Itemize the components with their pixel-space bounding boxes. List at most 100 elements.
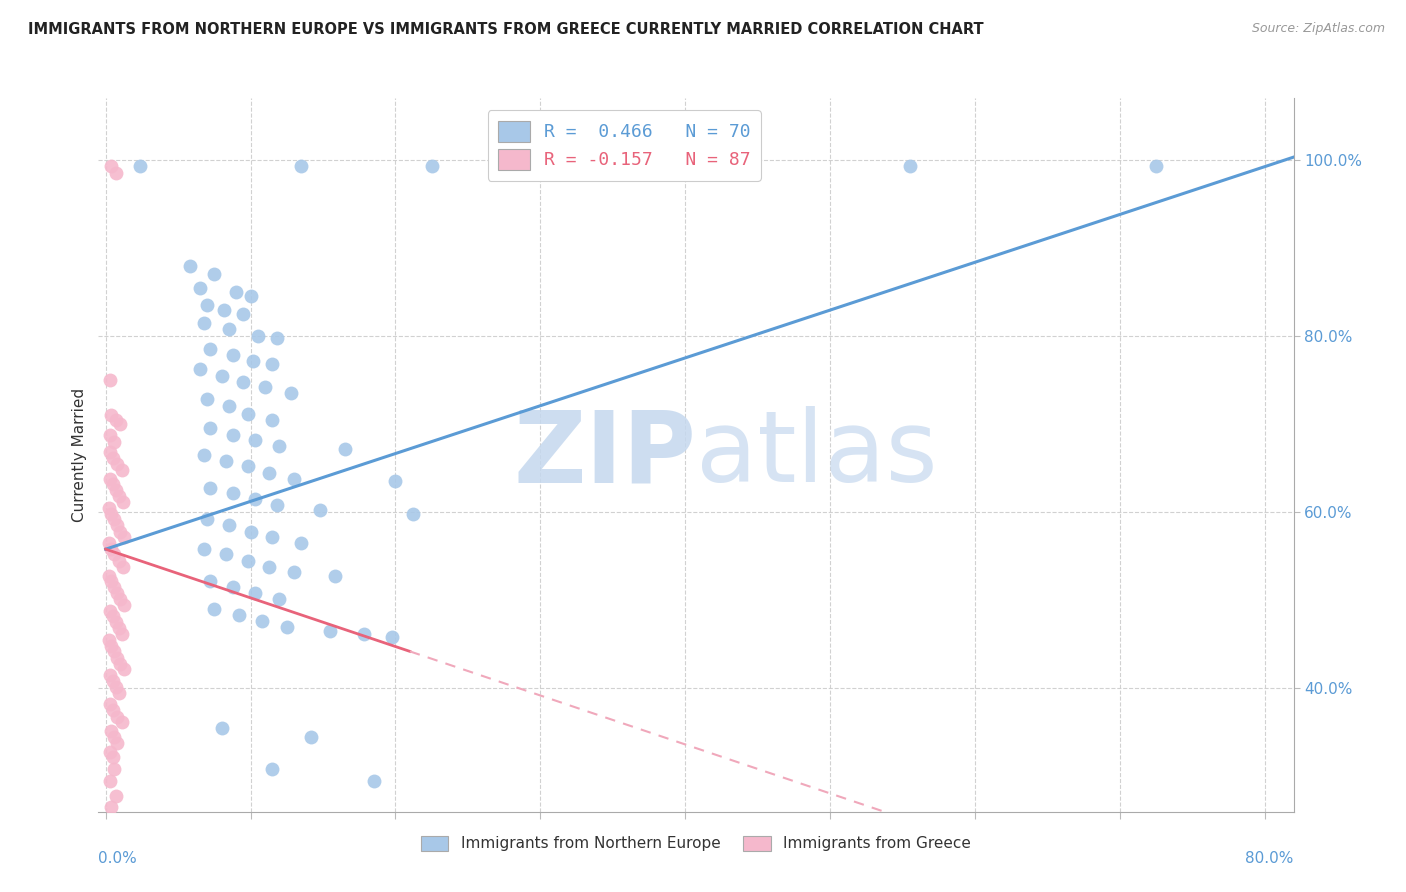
Point xyxy=(110,714,132,729)
Text: atlas: atlas xyxy=(696,407,938,503)
Point xyxy=(101,450,124,465)
Point xyxy=(98,604,121,618)
Y-axis label: Currently Married: Currently Married xyxy=(72,388,87,522)
Point xyxy=(110,463,132,477)
Point xyxy=(114,530,136,544)
Point xyxy=(195,392,218,407)
Point xyxy=(103,434,125,449)
Point xyxy=(202,602,225,616)
Point xyxy=(246,329,269,343)
Point xyxy=(107,489,129,503)
Point xyxy=(107,686,129,700)
Point xyxy=(105,586,128,600)
Point xyxy=(269,439,291,453)
Point xyxy=(214,302,236,317)
Point xyxy=(98,445,121,459)
Point xyxy=(250,615,273,629)
Point xyxy=(105,709,128,723)
Point xyxy=(195,512,218,526)
Point xyxy=(381,630,404,644)
Point xyxy=(100,409,122,423)
Point xyxy=(104,615,127,630)
Point xyxy=(98,427,121,442)
Point xyxy=(108,591,131,606)
Text: ZIP: ZIP xyxy=(513,407,696,503)
Point xyxy=(280,386,302,401)
Point xyxy=(100,800,122,814)
Point xyxy=(283,565,305,579)
Point xyxy=(402,507,425,521)
Text: 80.0%: 80.0% xyxy=(1246,851,1294,866)
Point xyxy=(198,481,221,495)
Text: 0.0%: 0.0% xyxy=(98,851,138,866)
Point xyxy=(384,475,406,489)
Point xyxy=(98,698,121,712)
Point xyxy=(239,524,262,539)
Point xyxy=(266,498,288,512)
Point xyxy=(188,280,211,294)
Point xyxy=(110,626,132,640)
Point xyxy=(100,542,122,557)
Point xyxy=(98,773,121,788)
Point xyxy=(107,622,129,636)
Point xyxy=(215,548,238,562)
Point xyxy=(114,662,136,676)
Point xyxy=(243,586,266,600)
Point xyxy=(232,307,254,321)
Point xyxy=(101,477,124,491)
Legend: Immigrants from Northern Europe, Immigrants from Greece: Immigrants from Northern Europe, Immigra… xyxy=(415,830,977,857)
Point xyxy=(98,472,121,486)
Point xyxy=(299,730,322,744)
Point xyxy=(290,536,312,550)
Point xyxy=(218,400,240,414)
Text: Source: ZipAtlas.com: Source: ZipAtlas.com xyxy=(1251,22,1385,36)
Point xyxy=(323,568,346,582)
Point xyxy=(100,639,122,653)
Point xyxy=(103,548,125,562)
Point xyxy=(101,703,124,717)
Point xyxy=(333,442,356,456)
Point xyxy=(222,580,245,594)
Point xyxy=(198,421,221,435)
Point xyxy=(262,357,284,371)
Point xyxy=(215,454,238,468)
Point xyxy=(266,331,288,345)
Point xyxy=(112,559,135,574)
Point xyxy=(198,574,221,588)
Point xyxy=(105,650,128,665)
Point xyxy=(1144,159,1167,173)
Point xyxy=(100,574,122,588)
Point xyxy=(309,503,332,517)
Point xyxy=(276,620,298,634)
Point xyxy=(236,407,259,421)
Point xyxy=(103,763,125,777)
Point xyxy=(101,674,124,689)
Point xyxy=(97,536,120,550)
Point xyxy=(262,412,284,426)
Point xyxy=(98,373,121,387)
Point xyxy=(283,472,305,486)
Point xyxy=(101,609,124,624)
Point xyxy=(179,259,201,273)
Point xyxy=(100,723,122,738)
Point xyxy=(100,507,122,521)
Point xyxy=(103,580,125,594)
Point xyxy=(105,736,128,750)
Point xyxy=(269,591,291,606)
Point xyxy=(353,626,375,640)
Point xyxy=(253,380,276,394)
Point xyxy=(202,268,225,282)
Point xyxy=(218,322,240,336)
Point xyxy=(105,457,128,471)
Point xyxy=(104,680,127,694)
Point xyxy=(108,524,131,539)
Point xyxy=(100,159,122,173)
Point xyxy=(97,500,120,515)
Point xyxy=(103,644,125,658)
Point xyxy=(420,159,443,173)
Point xyxy=(239,289,262,303)
Point xyxy=(262,763,284,777)
Point xyxy=(193,316,215,330)
Point xyxy=(107,554,129,568)
Point xyxy=(98,668,121,682)
